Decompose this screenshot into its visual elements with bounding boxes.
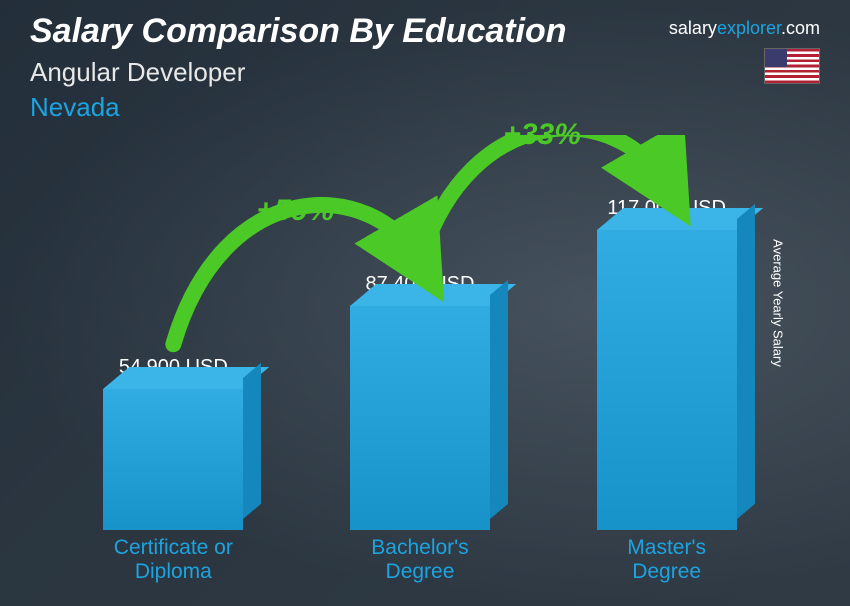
chart-subtitle: Angular Developer — [30, 57, 820, 88]
brand-prefix: salary — [669, 18, 717, 38]
x-axis-label: Certificate orDiploma — [73, 536, 273, 588]
bar-group: 117,000 USD — [567, 197, 767, 530]
bar-group: 54,900 USD — [73, 356, 273, 530]
bar — [597, 230, 737, 530]
bar-group: 87,400 USD — [320, 273, 520, 530]
bar-side-face — [490, 280, 508, 519]
chart-location: Nevada — [30, 92, 820, 123]
brand-suffix: .com — [781, 18, 820, 38]
brand-accent: explorer — [717, 18, 781, 38]
bar-front-face — [350, 306, 490, 530]
increase-percent-label: +59% — [257, 194, 335, 228]
bar-front-face — [103, 389, 243, 530]
bar — [103, 389, 243, 530]
x-axis-label: Master'sDegree — [567, 536, 767, 588]
x-axis-label: Bachelor'sDegree — [320, 536, 520, 588]
bar-side-face — [737, 204, 755, 519]
flag-icon — [764, 48, 820, 84]
increase-percent-label: +33% — [503, 118, 581, 152]
bar-chart: 54,900 USD 87,400 USD 117,000 USD Certif… — [50, 135, 790, 588]
bar — [350, 306, 490, 530]
brand-label: salaryexplorer.com — [669, 18, 820, 39]
bar-side-face — [243, 363, 261, 519]
bar-front-face — [597, 230, 737, 530]
